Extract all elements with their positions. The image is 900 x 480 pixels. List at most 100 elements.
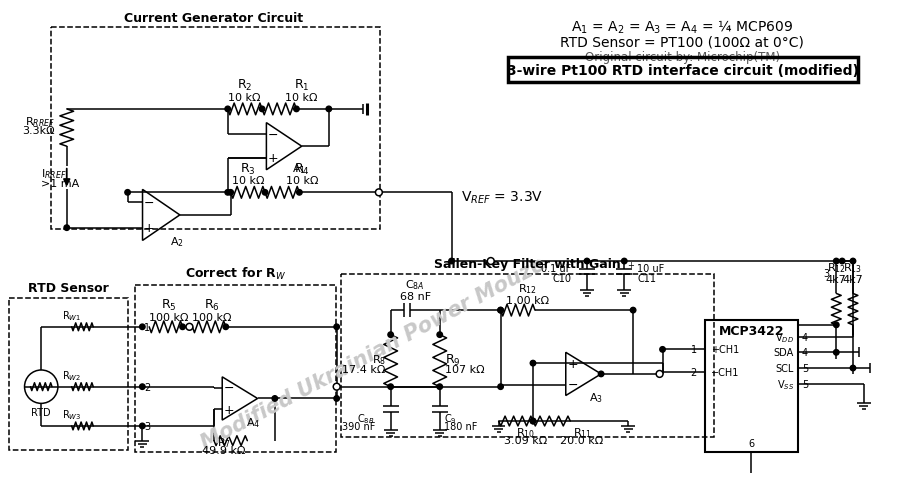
Circle shape <box>388 332 393 338</box>
Circle shape <box>498 384 503 390</box>
Bar <box>705 320 798 453</box>
Text: Current Generator Circuit: Current Generator Circuit <box>124 12 303 24</box>
Bar <box>136 285 336 453</box>
Circle shape <box>259 107 265 112</box>
Text: V$_{SS}$: V$_{SS}$ <box>777 377 794 391</box>
Text: 20.0 kΩ: 20.0 kΩ <box>561 435 604 445</box>
Text: C$_{8A}$: C$_{8A}$ <box>405 278 425 292</box>
Text: 10 uF: 10 uF <box>637 264 664 273</box>
Text: C10: C10 <box>553 273 572 283</box>
Circle shape <box>334 324 339 330</box>
Text: 2: 2 <box>144 382 150 392</box>
Text: 390 nF: 390 nF <box>342 421 375 431</box>
Circle shape <box>656 371 663 378</box>
Circle shape <box>437 384 443 390</box>
Text: C$_{8B}$: C$_{8B}$ <box>357 411 375 425</box>
Text: MCP3422: MCP3422 <box>718 324 784 337</box>
Text: V$_{DD}$: V$_{DD}$ <box>775 330 794 344</box>
Circle shape <box>630 308 635 313</box>
Text: 4k7: 4k7 <box>842 274 863 284</box>
Text: C$_9$: C$_9$ <box>444 411 456 425</box>
Bar <box>340 274 714 437</box>
Bar <box>508 58 858 83</box>
Text: R$_6$: R$_6$ <box>204 297 220 312</box>
Text: 3.3kΩ: 3.3kΩ <box>22 126 55 136</box>
Text: 49.9 kΩ: 49.9 kΩ <box>202 444 246 455</box>
Text: R$_4$: R$_4$ <box>294 161 310 176</box>
Text: A$_3$: A$_3$ <box>589 391 603 405</box>
Circle shape <box>437 332 443 338</box>
Text: 3: 3 <box>824 268 830 278</box>
Text: R$_5$: R$_5$ <box>161 297 176 312</box>
Circle shape <box>186 324 193 331</box>
Circle shape <box>180 324 185 330</box>
Circle shape <box>140 324 145 330</box>
Circle shape <box>140 423 145 429</box>
Circle shape <box>584 259 590 264</box>
Text: R$_3$: R$_3$ <box>240 161 256 176</box>
Circle shape <box>225 190 230 196</box>
Text: R$_{W3}$: R$_{W3}$ <box>62 408 81 421</box>
Circle shape <box>297 190 302 196</box>
Circle shape <box>498 308 503 313</box>
Text: +: + <box>144 222 155 235</box>
Circle shape <box>388 384 393 390</box>
Text: SDA: SDA <box>774 348 794 358</box>
Text: R$_{12}$: R$_{12}$ <box>518 282 536 296</box>
Circle shape <box>487 258 494 265</box>
Text: R$_1$: R$_1$ <box>293 78 309 93</box>
Circle shape <box>333 384 340 390</box>
Circle shape <box>228 190 233 196</box>
Text: Original circuit by: Microchip(TM): Original circuit by: Microchip(TM) <box>585 51 779 64</box>
Text: 17.4 kΩ: 17.4 kΩ <box>342 364 386 374</box>
Text: 3: 3 <box>144 421 150 431</box>
Circle shape <box>449 259 454 264</box>
Text: 5: 5 <box>802 379 808 389</box>
Text: 6: 6 <box>748 438 754 447</box>
Circle shape <box>225 107 230 112</box>
Text: 10 kΩ: 10 kΩ <box>286 176 319 186</box>
Text: 10 kΩ: 10 kΩ <box>229 93 261 103</box>
Circle shape <box>850 259 856 264</box>
Text: RTD Sensor: RTD Sensor <box>28 282 109 295</box>
Text: R$_{11}$: R$_{11}$ <box>572 425 591 439</box>
Text: SCL: SCL <box>776 363 794 373</box>
Text: R$_{W2}$: R$_{W2}$ <box>62 368 81 382</box>
Text: 2: 2 <box>690 367 697 377</box>
Text: −CH1: −CH1 <box>711 367 739 377</box>
Text: R$_7$: R$_7$ <box>217 435 230 449</box>
Text: −: − <box>268 129 278 142</box>
Circle shape <box>530 419 536 424</box>
Text: R$_{10}$: R$_{10}$ <box>516 425 535 439</box>
Circle shape <box>833 350 839 355</box>
Text: A$_1$ = A$_2$ = A$_3$ = A$_4$ = ¼ MCP609: A$_1$ = A$_2$ = A$_3$ = A$_4$ = ¼ MCP609 <box>572 19 793 36</box>
Text: A$_2$: A$_2$ <box>170 235 184 249</box>
Circle shape <box>850 365 856 371</box>
Text: 4: 4 <box>802 348 808 358</box>
Circle shape <box>293 107 299 112</box>
Circle shape <box>326 107 331 112</box>
Circle shape <box>64 226 69 231</box>
Text: 10 kΩ: 10 kΩ <box>232 176 265 186</box>
Text: 4: 4 <box>802 332 808 342</box>
Text: 107 kΩ: 107 kΩ <box>445 364 484 374</box>
Circle shape <box>334 396 339 401</box>
Text: +: + <box>627 261 634 270</box>
Text: I$_{RREF}$: I$_{RREF}$ <box>41 167 67 180</box>
Bar <box>51 28 380 229</box>
Circle shape <box>530 419 536 424</box>
Text: 3-wire Pt100 RTD interface circuit (modified): 3-wire Pt100 RTD interface circuit (modi… <box>508 63 860 77</box>
Circle shape <box>223 324 229 330</box>
Text: R$_2$: R$_2$ <box>237 78 252 93</box>
Circle shape <box>833 259 839 264</box>
Text: R$_{12}$: R$_{12}$ <box>827 261 846 274</box>
Circle shape <box>375 190 382 196</box>
Text: A$_1$: A$_1$ <box>292 162 306 175</box>
Circle shape <box>530 360 536 366</box>
Circle shape <box>833 323 839 328</box>
Text: 180 nF: 180 nF <box>444 421 477 431</box>
Text: Sallen-Key Filter with Gain: Sallen-Key Filter with Gain <box>434 257 620 270</box>
Text: +: + <box>268 152 279 165</box>
Text: RTD Sensor = PT100 (100Ω at 0°C): RTD Sensor = PT100 (100Ω at 0°C) <box>560 35 804 49</box>
Text: +CH1: +CH1 <box>711 345 739 355</box>
